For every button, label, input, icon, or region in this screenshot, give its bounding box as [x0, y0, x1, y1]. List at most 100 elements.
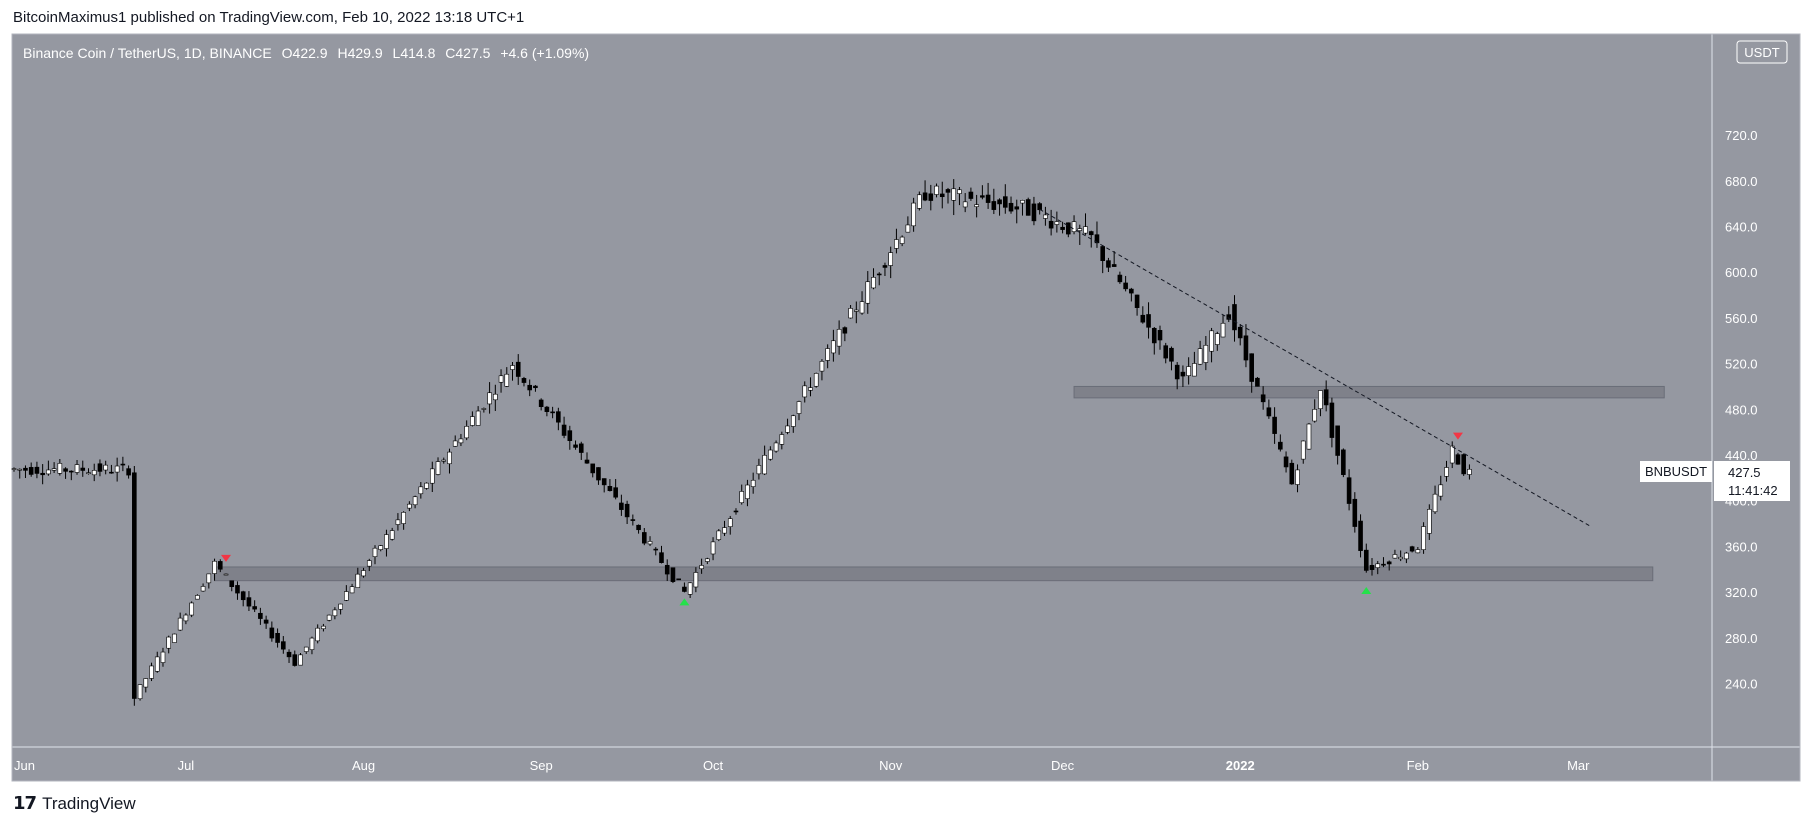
tradingview-logo-icon: 17	[13, 793, 37, 814]
candle-body	[401, 512, 406, 524]
candle-body	[985, 194, 991, 203]
candle-body	[298, 654, 303, 666]
candle-body	[773, 442, 779, 452]
candle-body	[80, 467, 86, 471]
candle-body	[372, 547, 378, 557]
candle-body	[458, 438, 464, 444]
candle-body	[11, 468, 17, 470]
candle-body	[326, 614, 332, 621]
candle-body	[613, 487, 618, 498]
candle-body	[74, 464, 80, 473]
candle-body	[1352, 498, 1358, 527]
candle-body	[653, 548, 659, 551]
candle-body	[538, 399, 544, 408]
candle-body	[1243, 335, 1249, 361]
candle-body	[865, 281, 871, 304]
candle-body	[1192, 363, 1197, 377]
candle-body	[871, 277, 876, 289]
candle-body	[69, 470, 74, 473]
candle-body	[630, 519, 636, 521]
candle-body	[292, 654, 298, 666]
candle-body	[882, 265, 888, 268]
candle-body	[349, 586, 355, 594]
y-tick-label: 520.0	[1725, 357, 1758, 372]
candle-body	[1381, 563, 1386, 566]
candle-body	[836, 328, 842, 347]
candle-body	[888, 252, 893, 266]
candle-body	[481, 408, 487, 410]
candle-body	[825, 348, 830, 361]
x-tick-label: Oct	[703, 758, 724, 773]
candle-body	[659, 552, 664, 563]
candle-body	[126, 468, 131, 476]
x-tick-label: Mar	[1567, 758, 1590, 773]
x-tick-label: Feb	[1407, 758, 1429, 773]
candle-body	[1008, 202, 1014, 212]
candle-body	[1209, 330, 1214, 352]
y-tick-label: 600.0	[1725, 265, 1758, 280]
candle-body	[515, 361, 521, 377]
candle-body	[1283, 456, 1289, 468]
y-tick-label: 280.0	[1725, 631, 1758, 646]
candle-body	[1329, 402, 1335, 438]
candle-body	[1272, 416, 1277, 434]
candle-body	[1088, 231, 1094, 236]
green-up-marker	[679, 598, 690, 606]
candle-body	[1232, 304, 1237, 331]
candle-body	[166, 636, 172, 649]
candle-body	[63, 468, 68, 472]
price-tag-ticker: BNBUSDT	[1645, 464, 1707, 479]
candle-body	[1186, 366, 1191, 376]
candle-body	[727, 518, 733, 527]
candle-body	[561, 424, 567, 436]
candle-body	[1375, 563, 1381, 568]
candle-body	[281, 641, 286, 650]
candle-body	[939, 193, 945, 198]
candle-body	[1117, 274, 1123, 283]
candle-body	[435, 461, 441, 475]
candle-body	[962, 201, 968, 208]
candle-body	[1197, 348, 1203, 365]
candle-body	[796, 401, 802, 414]
candle-body	[670, 567, 676, 582]
candle-body	[1438, 484, 1444, 497]
candle-body	[1025, 199, 1031, 216]
candle-body	[338, 603, 343, 610]
candle-body	[922, 192, 928, 201]
candle-body	[1255, 377, 1260, 387]
candle-body	[1077, 228, 1083, 231]
candle-body	[567, 430, 573, 441]
tradingview-brand[interactable]: 17 TradingView	[13, 793, 136, 814]
candle-body	[229, 580, 235, 587]
candle-body	[762, 454, 767, 475]
y-tick-label: 440.0	[1725, 448, 1758, 463]
candle-body	[876, 273, 882, 276]
red-down-marker	[1452, 432, 1463, 440]
currency-badge[interactable]: USDT	[1736, 40, 1788, 64]
candle-body	[1226, 314, 1232, 320]
candle-body	[819, 361, 825, 372]
candle-body	[1300, 440, 1306, 460]
y-tick-label: 240.0	[1725, 677, 1758, 692]
candle-body	[1014, 206, 1020, 210]
candle-body	[1312, 408, 1318, 422]
candle-body	[258, 612, 263, 619]
candle-body	[303, 646, 309, 652]
candle-body	[1455, 454, 1461, 465]
x-tick-label: Sep	[530, 758, 553, 773]
publisher-line: BitcoinMaximus1 published on TradingView…	[13, 9, 525, 26]
candle-body	[189, 602, 194, 616]
candle-body	[951, 188, 957, 201]
candle-body	[1449, 445, 1455, 464]
candle-body	[1249, 353, 1254, 382]
candle-body	[493, 393, 498, 401]
candle-body	[687, 582, 693, 595]
candle-body	[441, 459, 447, 462]
candle-body	[1123, 282, 1128, 290]
green-up-marker	[1361, 586, 1372, 594]
candle-body	[1180, 371, 1186, 377]
candle-body	[957, 189, 962, 194]
candle-body	[418, 486, 424, 495]
candle-body	[384, 534, 389, 549]
